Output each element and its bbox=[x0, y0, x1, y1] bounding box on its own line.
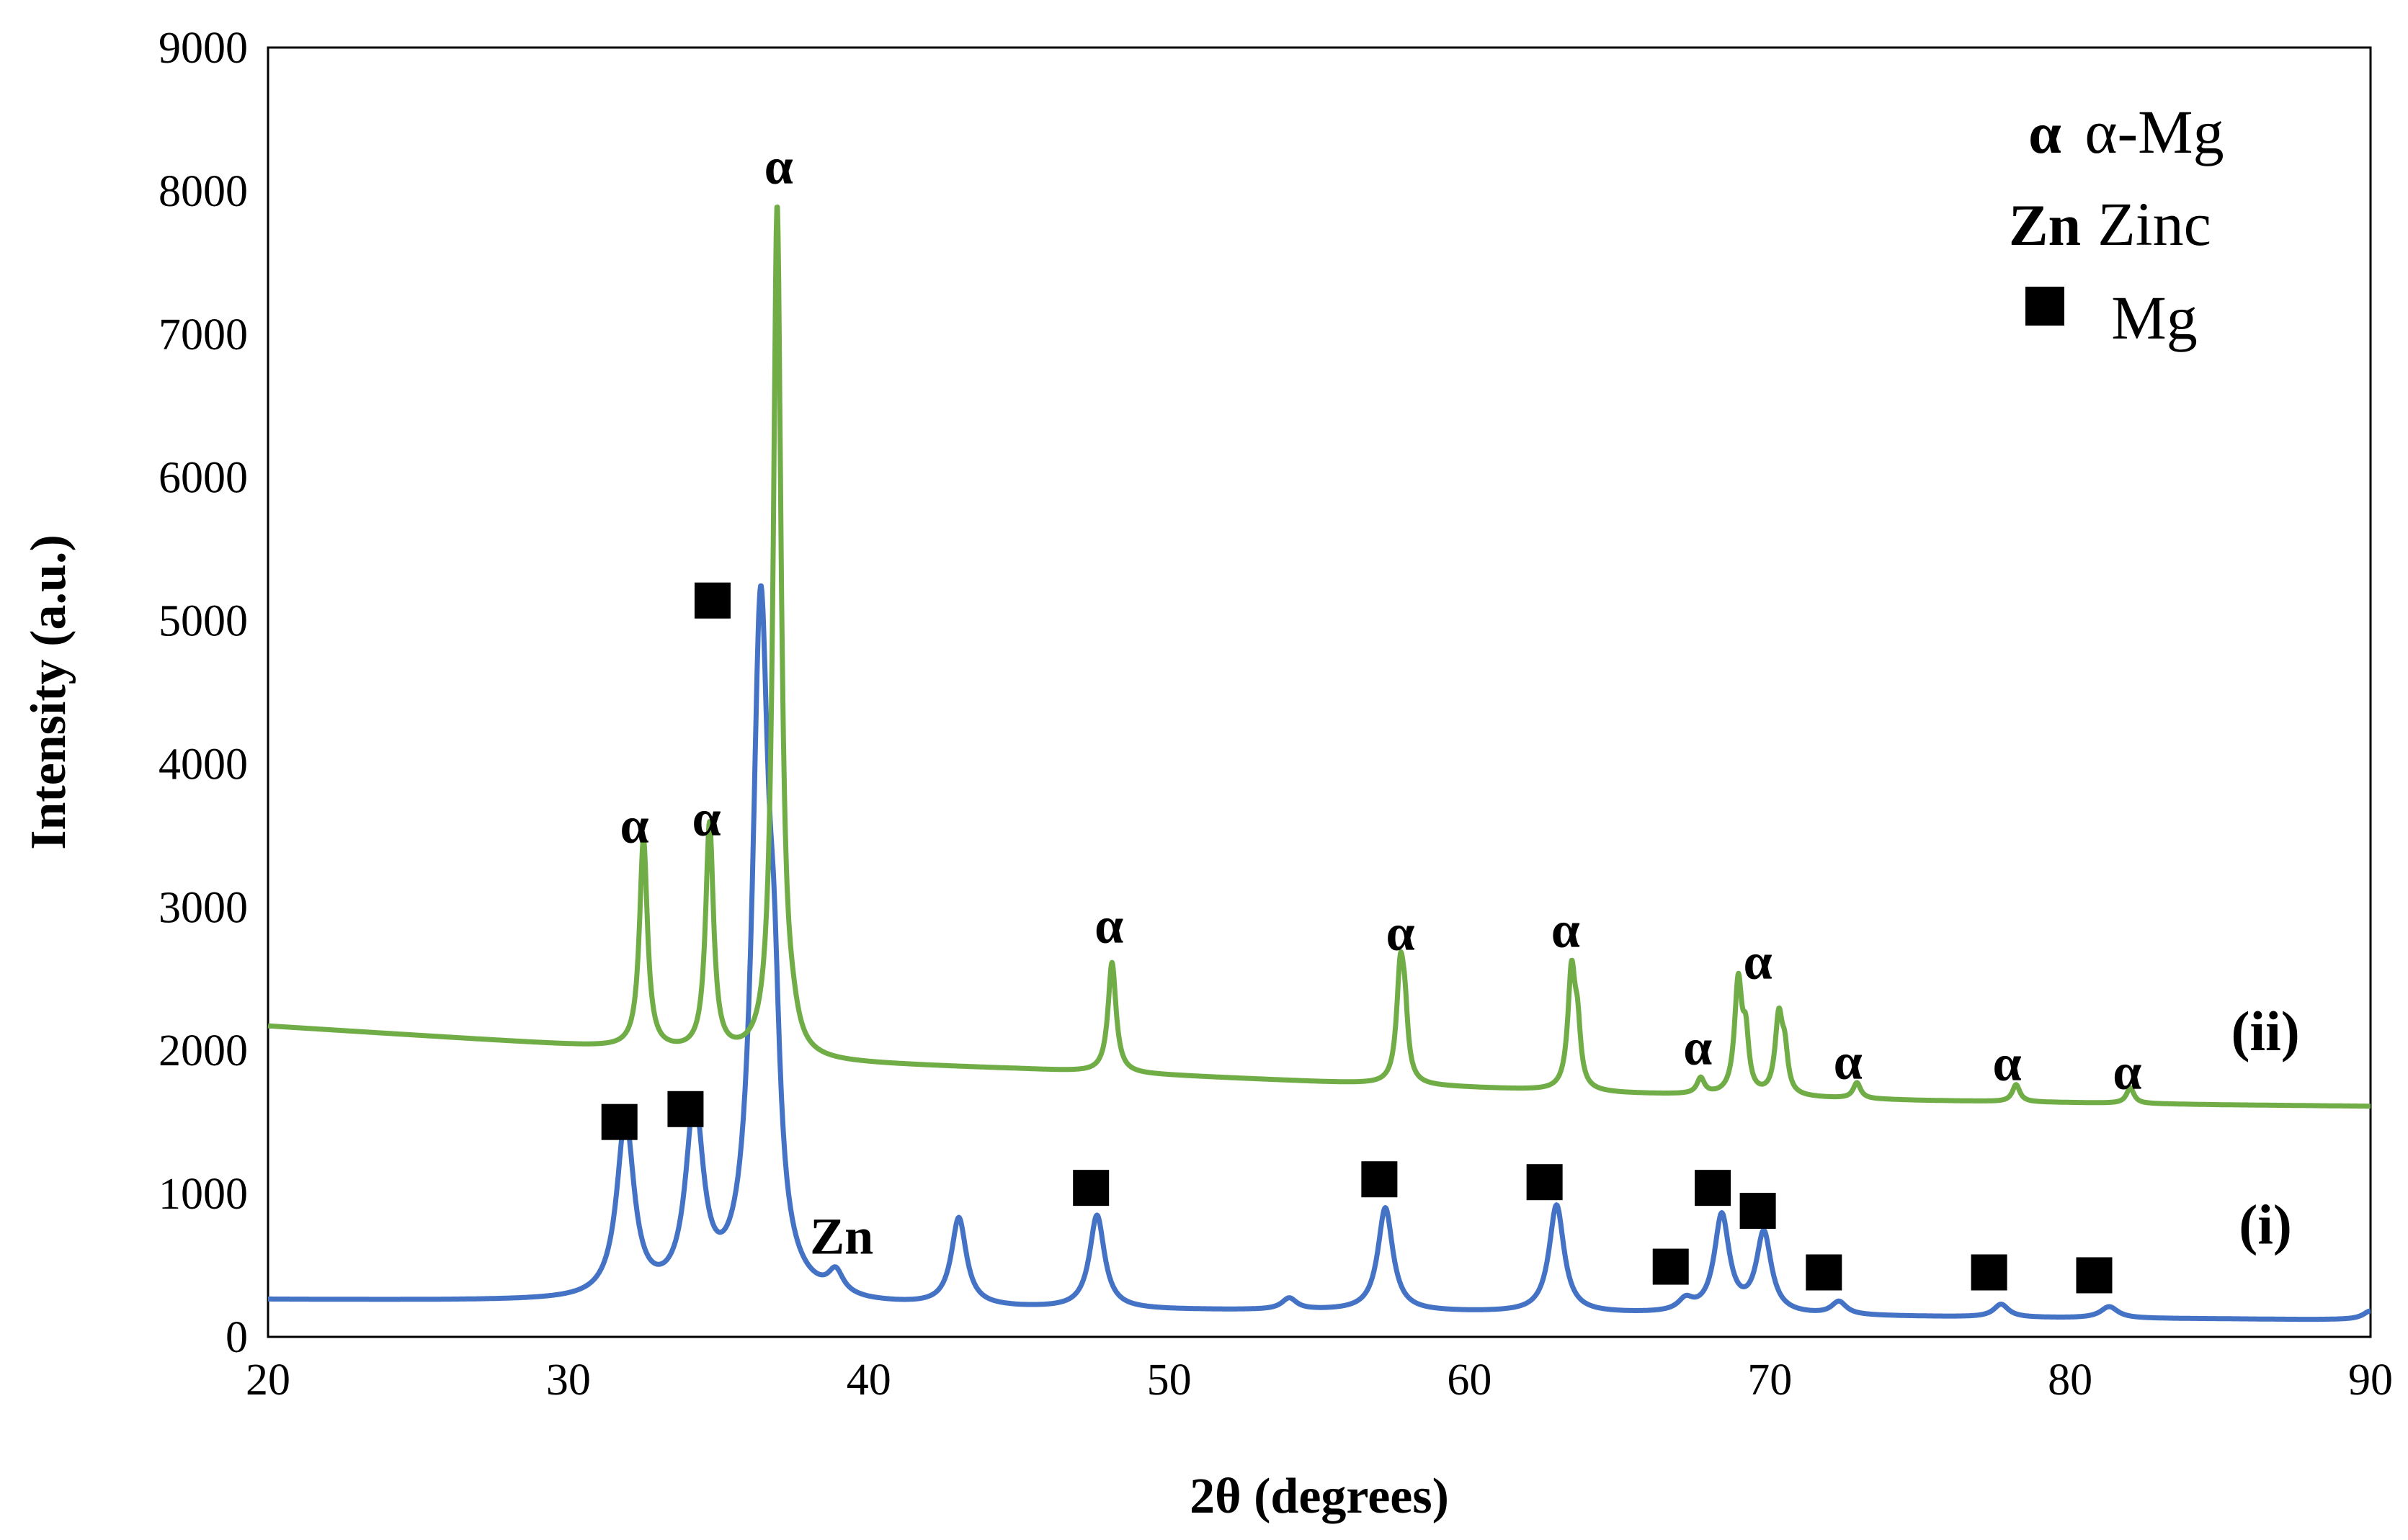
mg-peak-marker bbox=[1806, 1254, 1842, 1291]
x-axis-ticks: 20 30 40 50 60 70 80 90 bbox=[246, 1356, 2393, 1405]
series-label: (i) bbox=[2239, 1194, 2292, 1256]
y-tick-label: 7000 bbox=[159, 310, 248, 359]
mg-peak-marker bbox=[1971, 1254, 2007, 1291]
y-tick-label: 4000 bbox=[159, 740, 248, 789]
mg-peak-marker bbox=[601, 1103, 638, 1140]
y-tick-label: 5000 bbox=[159, 597, 248, 646]
alpha-mg-peak-label: α bbox=[764, 138, 793, 195]
y-tick-label: 3000 bbox=[159, 883, 248, 932]
mg-peak-marker bbox=[1695, 1170, 1731, 1207]
y-tick-label: 0 bbox=[226, 1313, 248, 1362]
alpha-mg-peak-label: α bbox=[2113, 1043, 2141, 1101]
series-label-layer: (ii) (i) bbox=[2231, 1000, 2299, 1256]
x-tick-label: 70 bbox=[1747, 1356, 1792, 1405]
alpha-mg-peak-label: α bbox=[1993, 1034, 2022, 1092]
y-tick-label: 1000 bbox=[159, 1170, 248, 1219]
legend-symbol: α bbox=[2028, 100, 2061, 166]
mg-peak-marker bbox=[1652, 1248, 1689, 1285]
alpha-mg-peak-label: α bbox=[1683, 1019, 1712, 1076]
zinc-peak-label: Zn bbox=[810, 1208, 873, 1266]
x-axis-title: 2θ (degrees) bbox=[1190, 1469, 1449, 1524]
plot-area-frame bbox=[267, 46, 2372, 1338]
legend-entry-label: Zinc bbox=[2097, 189, 2211, 259]
y-tick-label: 2000 bbox=[159, 1026, 248, 1075]
series-line-ii bbox=[266, 204, 2373, 1109]
x-tick-label: 60 bbox=[1447, 1356, 1491, 1405]
y-axis-title: Intensity (a.u.) bbox=[21, 534, 76, 850]
series-line-i bbox=[266, 583, 2373, 1322]
mg-peak-marker bbox=[1526, 1164, 1563, 1201]
alpha-mg-peak-label: α bbox=[620, 797, 648, 854]
marker-layer bbox=[601, 582, 2113, 1294]
alpha-mg-peak-label: α bbox=[1551, 901, 1580, 959]
alpha-mg-peak-label: α bbox=[1094, 897, 1123, 954]
legend-square-symbol bbox=[2025, 287, 2064, 326]
series-layer bbox=[266, 204, 2373, 1322]
x-tick-label: 20 bbox=[246, 1356, 290, 1405]
mg-peak-marker bbox=[1073, 1170, 1110, 1207]
legend-entry-label: Mg bbox=[2111, 283, 2197, 352]
y-axis-ticks: 0 1000 2000 3000 4000 5000 6000 7000 8000 9000 bbox=[159, 24, 248, 1362]
x-tick-label: 90 bbox=[2348, 1356, 2393, 1405]
mg-peak-marker bbox=[694, 582, 731, 619]
y-tick-label: 6000 bbox=[159, 454, 248, 503]
mg-peak-marker bbox=[1739, 1192, 1776, 1229]
alpha-mg-peak-label: α bbox=[1744, 933, 1772, 990]
alpha-mg-peak-label: α bbox=[692, 789, 721, 847]
x-tick-label: 80 bbox=[2048, 1356, 2092, 1405]
alpha-mg-peak-label: α bbox=[1386, 904, 1414, 962]
alpha-mg-peak-label: α bbox=[1834, 1033, 1863, 1091]
x-tick-label: 40 bbox=[847, 1356, 891, 1405]
y-tick-label: 9000 bbox=[159, 24, 248, 73]
x-tick-label: 50 bbox=[1147, 1356, 1192, 1405]
legend-entry-label: α-Mg bbox=[2084, 97, 2224, 166]
y-tick-label: 8000 bbox=[159, 167, 248, 216]
mg-peak-marker bbox=[2076, 1257, 2113, 1294]
series-label: (ii) bbox=[2231, 1000, 2299, 1062]
legend-symbol: Zn bbox=[2009, 192, 2081, 258]
mg-peak-marker bbox=[1361, 1161, 1398, 1198]
x-tick-label: 30 bbox=[546, 1356, 591, 1405]
mg-peak-marker bbox=[667, 1091, 704, 1127]
